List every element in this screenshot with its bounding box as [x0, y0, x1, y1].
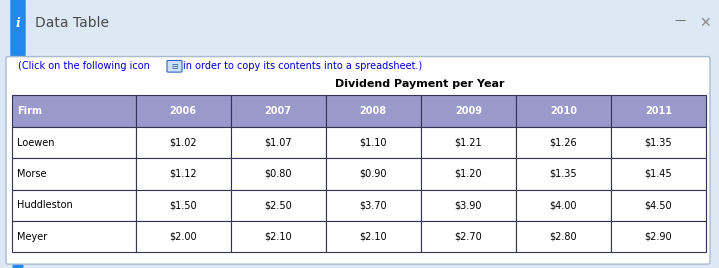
Bar — [516, 221, 611, 252]
Bar — [421, 158, 516, 190]
Text: $2.00: $2.00 — [169, 232, 197, 242]
Bar — [326, 221, 421, 252]
Text: $2.50: $2.50 — [265, 200, 292, 210]
Text: $2.10: $2.10 — [265, 232, 292, 242]
Bar — [326, 190, 421, 221]
Text: —: — — [674, 15, 685, 25]
Bar — [326, 127, 421, 158]
Text: 2009: 2009 — [455, 106, 482, 116]
Bar — [611, 127, 706, 158]
Text: in order to copy its contents into a spreadsheet.): in order to copy its contents into a spr… — [183, 61, 422, 71]
FancyBboxPatch shape — [6, 57, 710, 264]
Text: 2008: 2008 — [360, 106, 387, 116]
Text: 2011: 2011 — [645, 106, 672, 116]
Text: Morse: Morse — [17, 169, 47, 179]
Text: $3.90: $3.90 — [454, 200, 482, 210]
Bar — [231, 127, 326, 158]
Bar — [421, 127, 516, 158]
Text: Huddleston: Huddleston — [17, 200, 73, 210]
Text: $1.35: $1.35 — [645, 137, 672, 147]
Text: $2.80: $2.80 — [549, 232, 577, 242]
Bar — [611, 221, 706, 252]
Text: $1.12: $1.12 — [169, 169, 197, 179]
Bar — [421, 221, 516, 252]
Text: $1.20: $1.20 — [454, 169, 482, 179]
Text: 2006: 2006 — [170, 106, 196, 116]
Text: $1.26: $1.26 — [549, 137, 577, 147]
Text: $4.00: $4.00 — [549, 200, 577, 210]
Text: $0.80: $0.80 — [265, 169, 292, 179]
Text: Dividend Payment per Year: Dividend Payment per Year — [335, 79, 505, 89]
Text: $1.45: $1.45 — [645, 169, 672, 179]
Bar — [231, 95, 326, 127]
Bar — [12, 127, 136, 158]
Bar — [421, 190, 516, 221]
Bar — [611, 190, 706, 221]
Bar — [516, 158, 611, 190]
Text: $3.70: $3.70 — [360, 200, 387, 210]
Bar — [231, 221, 326, 252]
Bar — [231, 190, 326, 221]
Text: $1.21: $1.21 — [454, 137, 482, 147]
FancyBboxPatch shape — [167, 61, 182, 72]
Text: ⊟: ⊟ — [171, 62, 178, 71]
Bar — [12, 221, 136, 252]
Text: $4.50: $4.50 — [645, 200, 672, 210]
Text: 2007: 2007 — [265, 106, 292, 116]
Text: $2.70: $2.70 — [454, 232, 482, 242]
Text: $0.90: $0.90 — [360, 169, 387, 179]
Bar — [136, 158, 231, 190]
Bar — [136, 190, 231, 221]
Text: i: i — [16, 17, 20, 30]
Bar — [12, 190, 136, 221]
Text: $1.10: $1.10 — [360, 137, 387, 147]
Text: $2.90: $2.90 — [645, 232, 672, 242]
Bar — [421, 95, 516, 127]
Bar — [136, 95, 231, 127]
Text: ✕: ✕ — [699, 16, 711, 31]
Text: Loewen: Loewen — [17, 137, 55, 147]
Bar — [516, 127, 611, 158]
Bar — [231, 158, 326, 190]
Bar — [611, 95, 706, 127]
Text: Firm: Firm — [17, 106, 42, 116]
Text: $1.07: $1.07 — [265, 137, 292, 147]
Bar — [136, 127, 231, 158]
Bar — [611, 158, 706, 190]
Bar — [516, 95, 611, 127]
Bar — [136, 221, 231, 252]
Circle shape — [11, 0, 25, 268]
Bar — [326, 95, 421, 127]
Bar — [326, 158, 421, 190]
Bar — [12, 95, 136, 127]
Bar — [516, 190, 611, 221]
Text: $1.35: $1.35 — [549, 169, 577, 179]
Text: 2010: 2010 — [550, 106, 577, 116]
Text: $1.50: $1.50 — [169, 200, 197, 210]
Text: (Click on the following icon: (Click on the following icon — [18, 61, 150, 71]
Text: $1.02: $1.02 — [169, 137, 197, 147]
Text: Data Table: Data Table — [35, 16, 109, 31]
Text: Meyer: Meyer — [17, 232, 47, 242]
Text: $2.10: $2.10 — [360, 232, 387, 242]
Bar — [12, 158, 136, 190]
